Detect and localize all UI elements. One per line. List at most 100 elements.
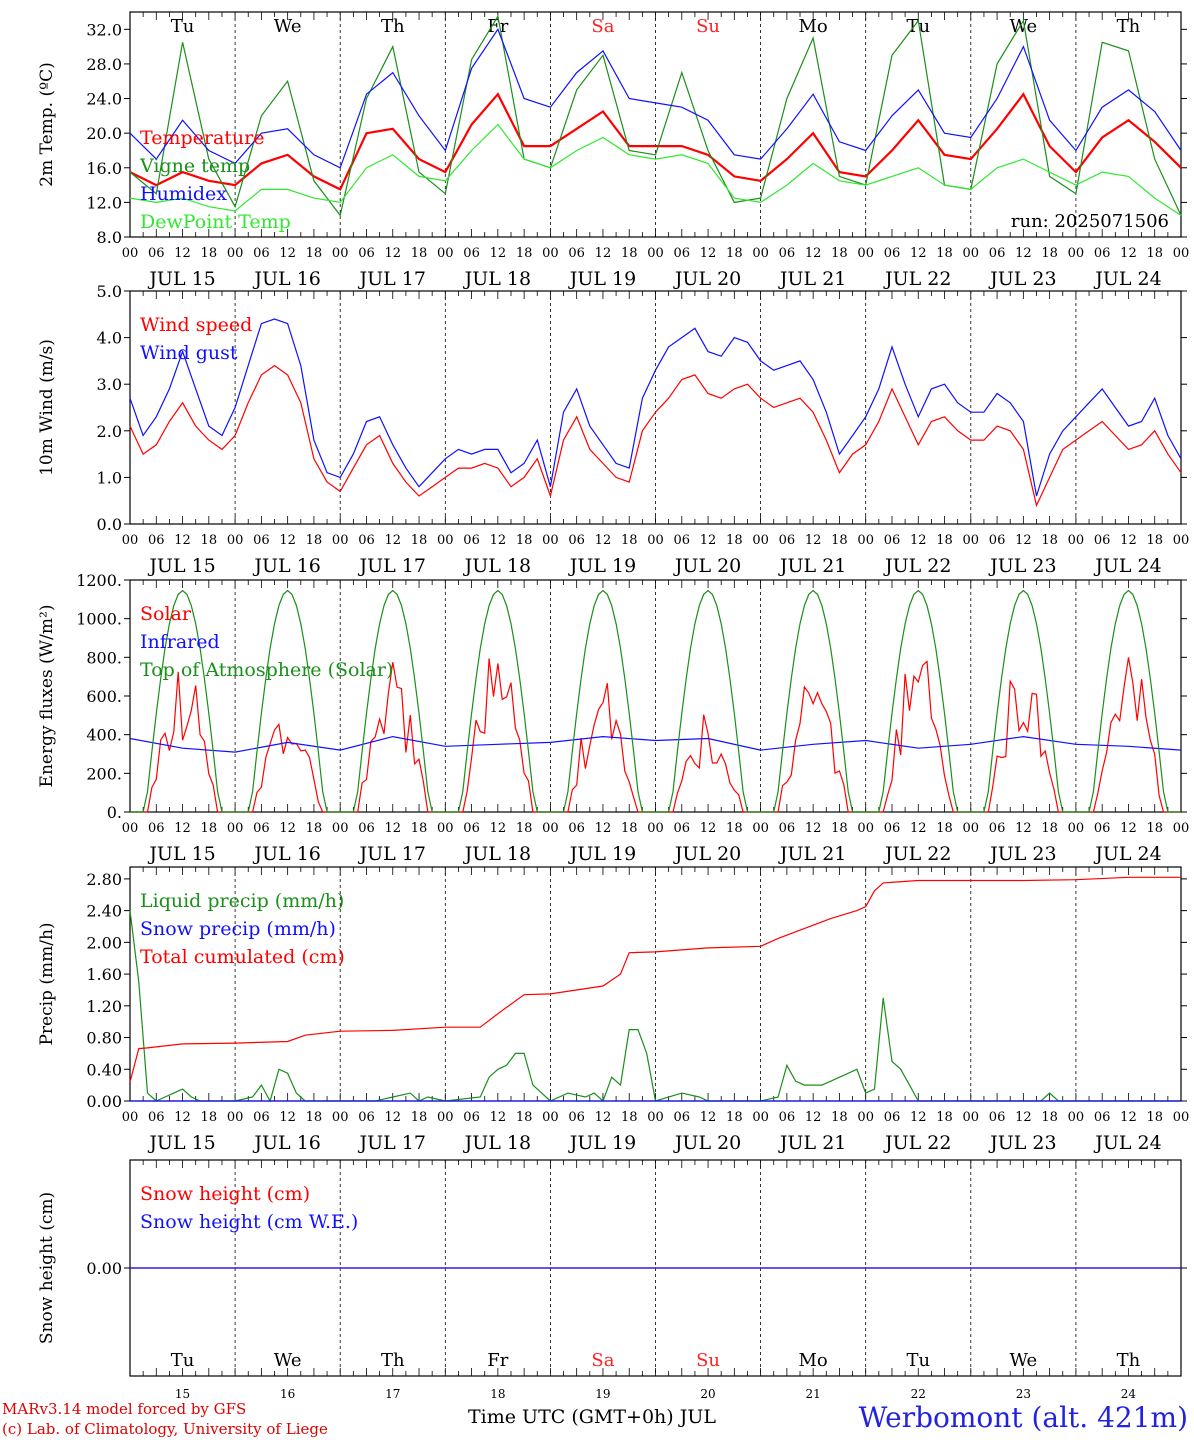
day-number-label: 16 <box>280 1387 295 1401</box>
y-tick-label: 1.60 <box>86 965 122 984</box>
hour-label: 12 <box>1015 1110 1032 1125</box>
hour-label: 06 <box>148 246 165 261</box>
date-label: JUL 24 <box>1093 555 1161 577</box>
hour-label: 18 <box>1146 1110 1163 1125</box>
date-label: JUL 22 <box>883 268 951 290</box>
legend-label: Snow height (cm) <box>140 1183 310 1205</box>
series-line-top-of-atmosphere-solar- <box>130 589 1181 813</box>
hour-label: 00 <box>963 821 980 836</box>
series-line-infrared <box>129 735 1182 753</box>
hour-label: 18 <box>516 246 533 261</box>
weekday-label: Th <box>1117 16 1141 37</box>
day-number-label: 19 <box>595 1387 610 1401</box>
date-label: JUL 17 <box>358 1132 426 1154</box>
hour-label: 18 <box>1041 1110 1058 1125</box>
hour-label: 00 <box>542 246 559 261</box>
series-line-wind-speed <box>129 364 1182 508</box>
legend-label: Wind speed <box>140 314 252 336</box>
hour-label: 18 <box>201 533 218 548</box>
y-tick-label: 1.20 <box>86 997 122 1016</box>
weekday-label: We <box>1010 16 1038 37</box>
hour-label: 18 <box>411 246 428 261</box>
legend-label: DewPoint Temp <box>140 211 291 233</box>
hour-label: 12 <box>700 821 717 836</box>
y-tick-label: 3.0 <box>97 375 122 394</box>
y-tick-label: 12.0 <box>86 193 122 212</box>
hour-label: 00 <box>963 1110 980 1125</box>
hour-label: 18 <box>831 1110 848 1125</box>
hour-label: 00 <box>1068 246 1085 261</box>
day-number-label: 17 <box>385 1387 400 1401</box>
hour-label: 06 <box>463 821 480 836</box>
hour-label: 18 <box>306 1110 323 1125</box>
date-label: JUL 22 <box>883 1132 951 1154</box>
date-label: JUL 20 <box>673 1132 741 1154</box>
date-label: JUL 19 <box>568 268 636 290</box>
hour-label: 12 <box>910 1110 927 1125</box>
hour-label: 00 <box>752 533 769 548</box>
hour-label: 18 <box>201 821 218 836</box>
y-tick-label: 32.0 <box>86 20 122 39</box>
hour-label: 06 <box>568 1110 585 1125</box>
y-tick-label: 0.0 <box>97 515 122 534</box>
y-tick-label: 28.0 <box>86 55 122 74</box>
y-tick-label: 1.0 <box>97 468 122 487</box>
hour-label: 00 <box>332 533 349 548</box>
date-label: JUL 20 <box>673 555 741 577</box>
hour-label: 12 <box>700 533 717 548</box>
hour-label: 00 <box>1068 1110 1085 1125</box>
y-axis-label: 10m Wind (m/s) <box>37 339 57 476</box>
hour-label: 00 <box>437 1110 454 1125</box>
date-label: JUL 23 <box>988 555 1056 577</box>
hour-label: 06 <box>779 1110 796 1125</box>
hour-label: 18 <box>831 821 848 836</box>
hour-label: 06 <box>148 533 165 548</box>
weekday-label: Mo <box>799 1350 828 1371</box>
y-tick-label: 400. <box>86 726 122 745</box>
hour-label: 18 <box>1146 533 1163 548</box>
panel-snow: 0.00 Snow height (cm) Tu 15 We 16 Th 17 Fr 18 Sa 19… <box>37 1159 1187 1401</box>
hour-label: 00 <box>1173 533 1190 548</box>
series-line-temperature <box>129 92 1182 191</box>
hour-label: 00 <box>647 821 664 836</box>
hour-label: 06 <box>1094 1110 1111 1125</box>
weekday-label: Su <box>696 16 720 37</box>
weekday-label: Th <box>381 16 405 37</box>
date-label: JUL 21 <box>778 555 846 577</box>
hour-label: 00 <box>752 821 769 836</box>
hour-label: 12 <box>279 1110 296 1125</box>
hour-label: 12 <box>279 246 296 261</box>
hour-label: 06 <box>1094 533 1111 548</box>
y-tick-label: 2.00 <box>86 933 122 952</box>
hour-label: 00 <box>542 821 559 836</box>
day-number-label: 15 <box>175 1387 190 1401</box>
y-tick-label: 2.40 <box>86 902 122 921</box>
hour-label: 12 <box>1120 246 1137 261</box>
date-label: JUL 20 <box>673 268 741 290</box>
hour-label: 06 <box>674 533 691 548</box>
y-tick-label: 8.0 <box>97 228 122 247</box>
series-line-vigne-temp <box>129 14 1182 217</box>
hour-label: 06 <box>568 533 585 548</box>
y-tick-label: 1000. <box>76 610 122 629</box>
hour-label: 00 <box>963 533 980 548</box>
hour-label: 12 <box>174 1110 191 1125</box>
hour-label: 18 <box>726 246 743 261</box>
date-label: JUL 19 <box>568 843 636 865</box>
hour-label: 12 <box>384 821 401 836</box>
hour-label: 18 <box>831 246 848 261</box>
hour-label: 00 <box>647 246 664 261</box>
hour-label: 12 <box>1120 821 1137 836</box>
date-label: JUL 16 <box>252 555 320 577</box>
day-number-label: 24 <box>1121 1387 1137 1401</box>
y-tick-label: 600. <box>86 687 122 706</box>
hour-label: 18 <box>411 821 428 836</box>
footer-lab-credit: (c) Lab. of Climatology, University of L… <box>2 1420 328 1438</box>
y-tick-label: 0.80 <box>86 1029 122 1048</box>
y-tick-label: 5.0 <box>97 282 122 301</box>
date-label: JUL 21 <box>778 1132 846 1154</box>
hour-label: 12 <box>595 246 612 261</box>
hour-label: 18 <box>306 246 323 261</box>
weekday-label: Sa <box>591 1350 614 1371</box>
